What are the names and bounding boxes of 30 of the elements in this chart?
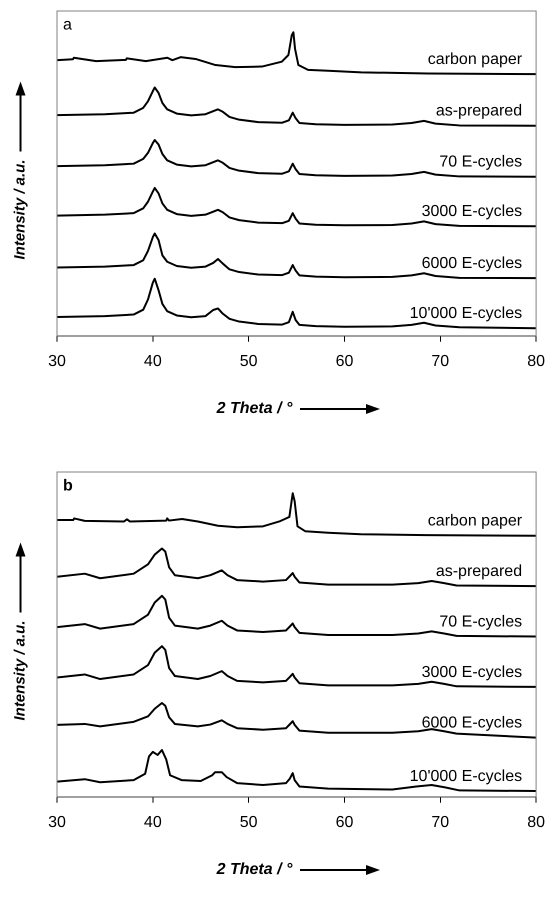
x-tick-label: 30 bbox=[48, 814, 66, 831]
series-label: carbon paper bbox=[428, 512, 523, 530]
chart-title: a bbox=[63, 16, 72, 34]
x-tick-label: 60 bbox=[336, 352, 354, 370]
x-tick-label: 40 bbox=[144, 814, 162, 831]
x-tick-label: 40 bbox=[144, 352, 162, 370]
series-label: 10'000 E-cycles bbox=[410, 305, 522, 322]
y-axis-title: Intensity / a.u. bbox=[12, 620, 28, 720]
x-tick-label: 50 bbox=[240, 814, 258, 831]
y-axis-title: Intensity / a.u. bbox=[12, 158, 28, 260]
x-tick-label: 60 bbox=[336, 814, 354, 831]
x-tick-label: 50 bbox=[240, 352, 258, 370]
x-tick-label: 80 bbox=[527, 814, 546, 831]
series-label: 6000 E-cycles bbox=[422, 255, 522, 272]
series-label: 70 E-cycles bbox=[439, 614, 522, 631]
series-label: carbon paper bbox=[428, 51, 523, 68]
x-axis-title: 2 Theta / ° bbox=[216, 400, 292, 418]
x-axis-title: 2 Theta / ° bbox=[216, 861, 292, 879]
series-label: 10'000 E-cycles bbox=[410, 768, 522, 786]
series-label: 3000 E-cycles bbox=[422, 203, 522, 220]
series-label: 3000 E-cycles bbox=[422, 664, 522, 681]
chart-title: b bbox=[63, 477, 73, 494]
series-label: as-prepared bbox=[436, 563, 522, 580]
x-tick-label: 70 bbox=[431, 814, 450, 831]
x-tick-label: 30 bbox=[48, 352, 66, 370]
x-tick-label: 80 bbox=[527, 352, 546, 370]
x-tick-label: 70 bbox=[431, 352, 450, 370]
series-label: as-prepared bbox=[436, 102, 522, 120]
series-label: 70 E-cycles bbox=[439, 154, 522, 171]
series-label: 6000 E-cycles bbox=[422, 714, 522, 732]
